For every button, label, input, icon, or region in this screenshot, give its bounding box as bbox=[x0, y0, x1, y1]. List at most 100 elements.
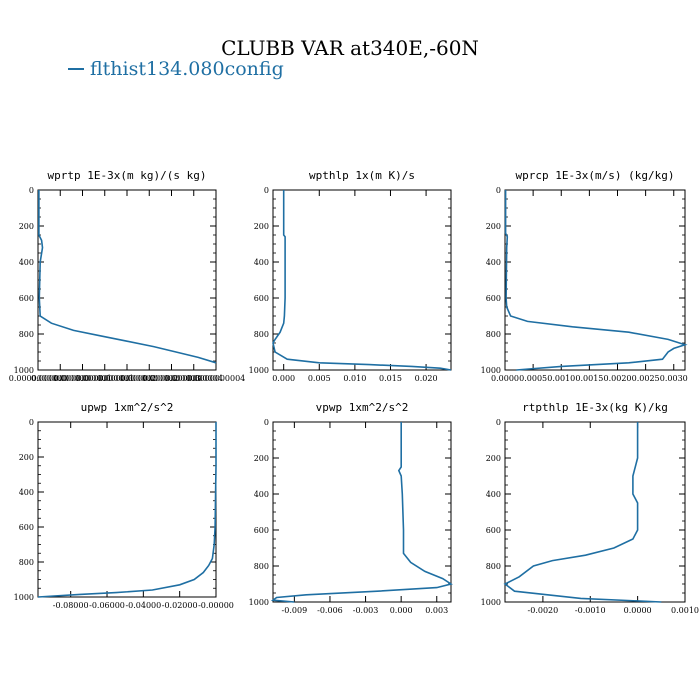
x-tick-label: 0.000 bbox=[272, 374, 295, 383]
x-tick-label: -0.04000 bbox=[125, 601, 161, 610]
panel-title: wprcp 1E-3x(m/s) (kg/kg) bbox=[516, 169, 675, 182]
y-tick-label: 400 bbox=[486, 490, 501, 499]
y-tick-label: 800 bbox=[19, 330, 34, 339]
x-tick-label: 0.0020 bbox=[604, 374, 632, 383]
panel-4: upwp 1xm^2/s^202004006008001000-0.08000-… bbox=[14, 401, 234, 610]
y-tick-label: 600 bbox=[254, 294, 269, 303]
x-tick-label: 0.0000000000 bbox=[9, 374, 68, 383]
x-tick-label: 0.0025 bbox=[632, 374, 660, 383]
plot-frame bbox=[504, 189, 686, 371]
x-tick-label: 0.005 bbox=[308, 374, 331, 383]
x-tick-label: -0.00000 bbox=[198, 601, 234, 610]
y-tick-label: 0 bbox=[264, 186, 269, 195]
plot-frame bbox=[504, 421, 686, 603]
y-tick-label: 0 bbox=[496, 418, 501, 427]
y-tick-label: 800 bbox=[486, 330, 501, 339]
x-tick-label: -0.003 bbox=[353, 606, 379, 615]
x-tick-label: 0.0000000002 bbox=[98, 374, 157, 383]
x-tick-label: -0.08000 bbox=[53, 601, 89, 610]
x-tick-label: 0.0000000001 bbox=[53, 374, 112, 383]
y-tick-label: 800 bbox=[254, 562, 269, 571]
y-tick-label: 600 bbox=[486, 526, 501, 535]
x-tick-label: 0.0015 bbox=[575, 374, 603, 383]
page-title: CLUBB VAR at340E,-60N bbox=[221, 36, 479, 60]
y-tick-label: 800 bbox=[486, 562, 501, 571]
x-tick-label: 0.0000000000 bbox=[31, 374, 90, 383]
x-tick-label: 0.0000000002 bbox=[120, 374, 179, 383]
legend-label: flthist134.080config bbox=[90, 58, 284, 80]
plot-frame bbox=[272, 421, 452, 603]
panel-title: upwp 1xm^2/s^2 bbox=[81, 401, 174, 414]
x-tick-label: 0.0010 bbox=[671, 606, 699, 615]
series-line bbox=[504, 190, 688, 371]
series-line bbox=[37, 422, 217, 598]
x-tick-label: 0.000 bbox=[390, 606, 413, 615]
panel-title: vpwp 1xm^2/s^2 bbox=[316, 401, 409, 414]
y-tick-label: 200 bbox=[486, 454, 501, 463]
x-tick-label: -0.0020 bbox=[528, 606, 559, 615]
panel-1: wprtp 1E-3x(m kg)/(s kg) 0 200 400 600 800 100… bbox=[9, 169, 246, 383]
y-tick-label: 1000 bbox=[14, 593, 34, 602]
x-tick-label: 0.0000000004 bbox=[187, 374, 246, 383]
y-tick-label: 1000 bbox=[249, 366, 269, 375]
x-tick-label: 0.0000000001 bbox=[75, 374, 134, 383]
y-tick-label: 800 bbox=[254, 330, 269, 339]
x-tick-label: 0.0000000004 bbox=[164, 374, 223, 383]
y-tick-label: 600 bbox=[486, 294, 501, 303]
series-line bbox=[503, 422, 662, 603]
x-tick-label: -0.009 bbox=[282, 606, 308, 615]
y-tick-label: 400 bbox=[19, 488, 34, 497]
x-tick-label: -0.02000 bbox=[162, 601, 198, 610]
panel-title: wpthlp 1x(m K)/s bbox=[309, 169, 415, 182]
y-tick-label: 800 bbox=[19, 558, 34, 567]
x-tick-label: -0.006 bbox=[317, 606, 343, 615]
panel-title: rtpthlp 1E-3x(kg K)/kg bbox=[522, 401, 668, 414]
y-tick-label: 200 bbox=[19, 453, 34, 462]
panel-6: rtpthlp 1E-3x(kg K)/kg 0 200 400 600 800 1000 -… bbox=[481, 401, 699, 615]
y-tick-label: 400 bbox=[254, 258, 269, 267]
y-tick-label: 400 bbox=[254, 490, 269, 499]
x-tick-label: 0.010 bbox=[343, 374, 366, 383]
plot-frame bbox=[272, 189, 452, 371]
y-tick-label: 0 bbox=[496, 186, 501, 195]
x-tick-label: 0.0000 bbox=[624, 606, 652, 615]
series-line bbox=[38, 190, 217, 364]
y-tick-label: 0 bbox=[264, 418, 269, 427]
x-tick-label: -0.06000 bbox=[89, 601, 125, 610]
y-tick-label: 600 bbox=[19, 294, 34, 303]
y-tick-label: 600 bbox=[19, 523, 34, 532]
x-tick-label: 0.015 bbox=[379, 374, 402, 383]
y-tick-label: 200 bbox=[486, 222, 501, 231]
y-tick-label: 0 bbox=[29, 186, 34, 195]
y-tick-label: 600 bbox=[254, 526, 269, 535]
x-tick-label: 0.020 bbox=[415, 374, 438, 383]
x-tick-label: 0.0010 bbox=[547, 374, 575, 383]
series-line bbox=[272, 190, 452, 371]
x-tick-label: -0.0010 bbox=[575, 606, 606, 615]
panel-3: wprcp 1E-3x(m/s) (kg/kg) 0 200 400 600 800 100… bbox=[481, 169, 688, 383]
y-tick-label: 400 bbox=[19, 258, 34, 267]
y-tick-label: 400 bbox=[486, 258, 501, 267]
plot-frame bbox=[37, 189, 217, 371]
legend: flthist134.080config bbox=[68, 58, 284, 80]
y-tick-label: 200 bbox=[254, 222, 269, 231]
y-tick-label: 0 bbox=[29, 418, 34, 427]
panel-title: wprtp 1E-3x(m kg)/(s kg) bbox=[48, 169, 207, 182]
y-tick-label: 1000 bbox=[481, 598, 501, 607]
legend-line-icon bbox=[68, 68, 84, 70]
y-tick-label: 1000 bbox=[14, 366, 34, 375]
x-tick-label: 0.003 bbox=[425, 606, 448, 615]
y-tick-label: 1000 bbox=[249, 598, 269, 607]
y-tick-label: 1000 bbox=[481, 366, 501, 375]
series-line bbox=[270, 422, 453, 603]
x-tick-label: 0.0030 bbox=[660, 374, 688, 383]
x-tick-label: 0.0000 bbox=[491, 374, 519, 383]
x-tick-label: 0.0005 bbox=[519, 374, 547, 383]
y-tick-label: 200 bbox=[254, 454, 269, 463]
plot-frame bbox=[37, 421, 217, 598]
x-tick-label: 0.0000000003 bbox=[142, 374, 201, 383]
y-tick-label: 200 bbox=[19, 222, 34, 231]
panel-5: vpwp 1xm^2/s^2 0 200 400 600 800 1000 -0.009 -0.… bbox=[249, 401, 453, 615]
